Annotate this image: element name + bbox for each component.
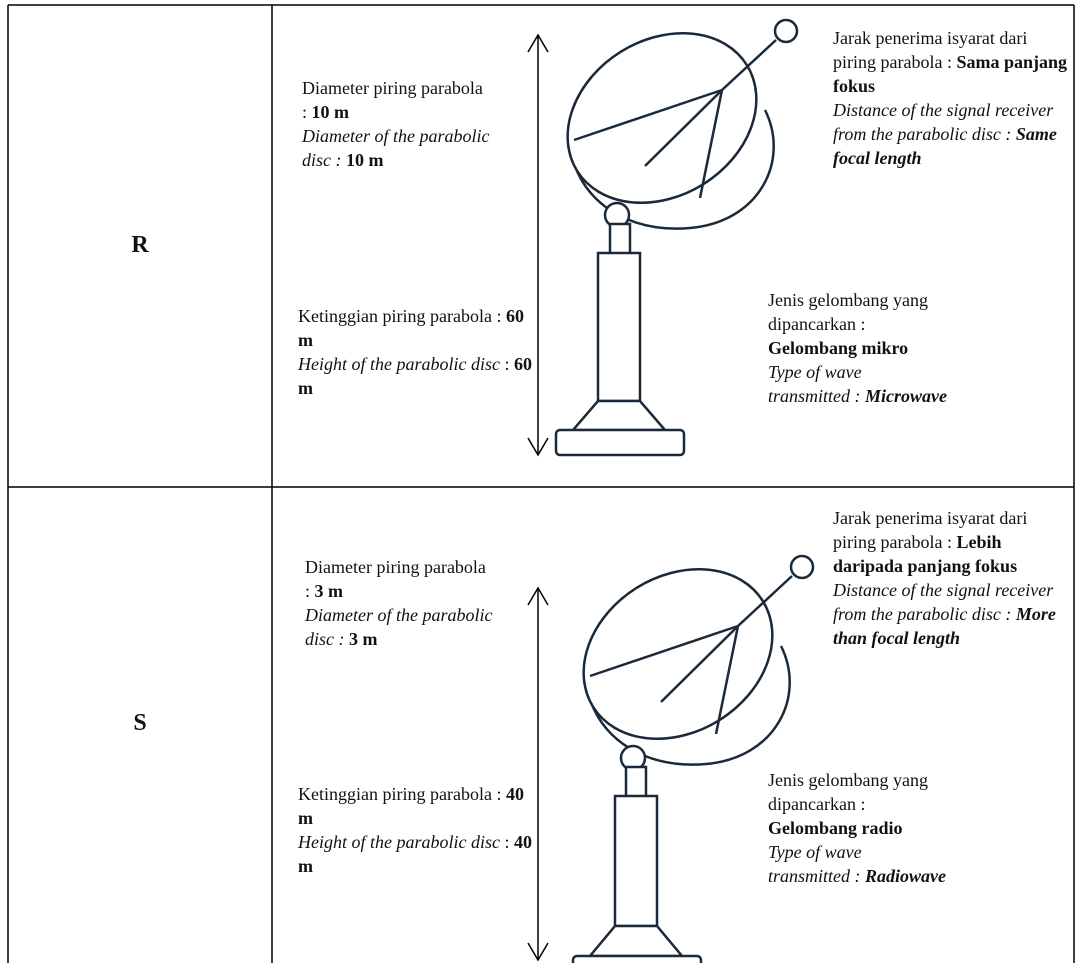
english-label: Diameter of the parabolic disc : (305, 605, 493, 649)
english-text: Diameter of the parabolic disc : 3 m (305, 603, 495, 651)
distance-text: Jarak penerima isyarat dari piring parab… (833, 26, 1073, 170)
malay-value: 3 m (314, 581, 344, 601)
malay-value: Gelombang radio (768, 818, 903, 838)
english-text: Type of wave transmitted : Microwave (768, 360, 948, 408)
wave-text: Jenis gelombang yang dipancarkan : Gelom… (768, 768, 948, 888)
height-text: Ketinggian piring parabola : 60 m Height … (298, 304, 538, 400)
table-lines (7, 4, 1075, 963)
english-text: Distance of the signal receiver from the… (833, 578, 1073, 650)
malay-label: Ketinggian piring parabola : (298, 306, 502, 326)
malay-text: Jenis gelombang yang dipancarkan : Gelom… (768, 288, 948, 360)
english-value: More than focal length (833, 604, 1056, 648)
malay-label: Diameter piring parabola : (305, 557, 486, 601)
malay-text: Jarak penerima isyarat dari piring parab… (833, 506, 1073, 578)
english-value: 3 m (349, 629, 378, 649)
english-label: Distance of the signal receiver from the… (833, 100, 1054, 144)
malay-value: Lebih daripada panjang fokus (833, 532, 1018, 576)
english-label: Distance of the signal receiver from the… (833, 580, 1054, 624)
malay-label: Jenis gelombang yang dipancarkan : (768, 770, 928, 814)
english-value: 10 m (346, 150, 384, 170)
english-value: Same focal length (833, 124, 1057, 168)
row-label: R (131, 232, 149, 258)
english-label: Diameter of the parabolic disc : (302, 126, 490, 170)
english-label: Type of wave transmitted : (768, 842, 862, 886)
diameter-text: Diameter piring parabola : 10 m Diameter … (302, 76, 492, 172)
arrow-r (527, 33, 549, 457)
english-text: Diameter of the parabolic disc : 10 m (302, 124, 492, 172)
english-label: Height of the parabolic disc (298, 354, 500, 374)
english-label: Type of wave transmitted : (768, 362, 862, 406)
dish-s (571, 554, 815, 963)
malay-text: Jenis gelombang yang dipancarkan : Gelom… (768, 768, 948, 840)
row-label: S (133, 710, 147, 736)
malay-label: Ketinggian piring parabola : (298, 784, 502, 804)
english-label: Height of the parabolic disc (298, 832, 500, 852)
english-text: Height of the parabolic disc : 60 m (298, 352, 538, 400)
english-text: Distance of the signal receiver from the… (833, 98, 1073, 170)
english-value: 40 m (298, 832, 532, 876)
english-value: Radiowave (865, 866, 946, 886)
malay-label: Jarak penerima isyarat dari piring parab… (833, 508, 1028, 552)
malay-text: Diameter piring parabola : 10 m (302, 76, 492, 124)
malay-value: Gelombang mikro (768, 338, 909, 358)
malay-label: Diameter piring parabola : (302, 78, 483, 122)
dish-r (554, 18, 799, 457)
distance-text: Jarak penerima isyarat dari piring parab… (833, 506, 1073, 650)
english-text: Type of wave transmitted : Radiowave (768, 840, 948, 888)
malay-label: Jenis gelombang yang dipancarkan : (768, 290, 928, 334)
malay-value: 60 m (298, 306, 524, 350)
malay-value: 10 m (311, 102, 350, 122)
english-value: 60 m (298, 354, 532, 398)
english-value: Microwave (865, 386, 947, 406)
separator: : (504, 832, 510, 852)
wave-text: Jenis gelombang yang dipancarkan : Gelom… (768, 288, 948, 408)
malay-text: Ketinggian piring parabola : 40 m (298, 782, 538, 830)
english-text: Height of the parabolic disc : 40 m (298, 830, 538, 878)
height-text: Ketinggian piring parabola : 40 m Height … (298, 782, 538, 878)
malay-text: Jarak penerima isyarat dari piring parab… (833, 26, 1073, 98)
diameter-text: Diameter piring parabola : 3 m Diameter o… (305, 555, 495, 651)
arrow-s (527, 586, 549, 962)
malay-text: Ketinggian piring parabola : 60 m (298, 304, 538, 352)
malay-value: Sama panjang fokus (833, 52, 1067, 96)
malay-label: Jarak penerima isyarat dari piring parab… (833, 28, 1028, 72)
separator: : (504, 354, 510, 374)
malay-value: 40 m (298, 784, 524, 828)
malay-text: Diameter piring parabola : 3 m (305, 555, 495, 603)
